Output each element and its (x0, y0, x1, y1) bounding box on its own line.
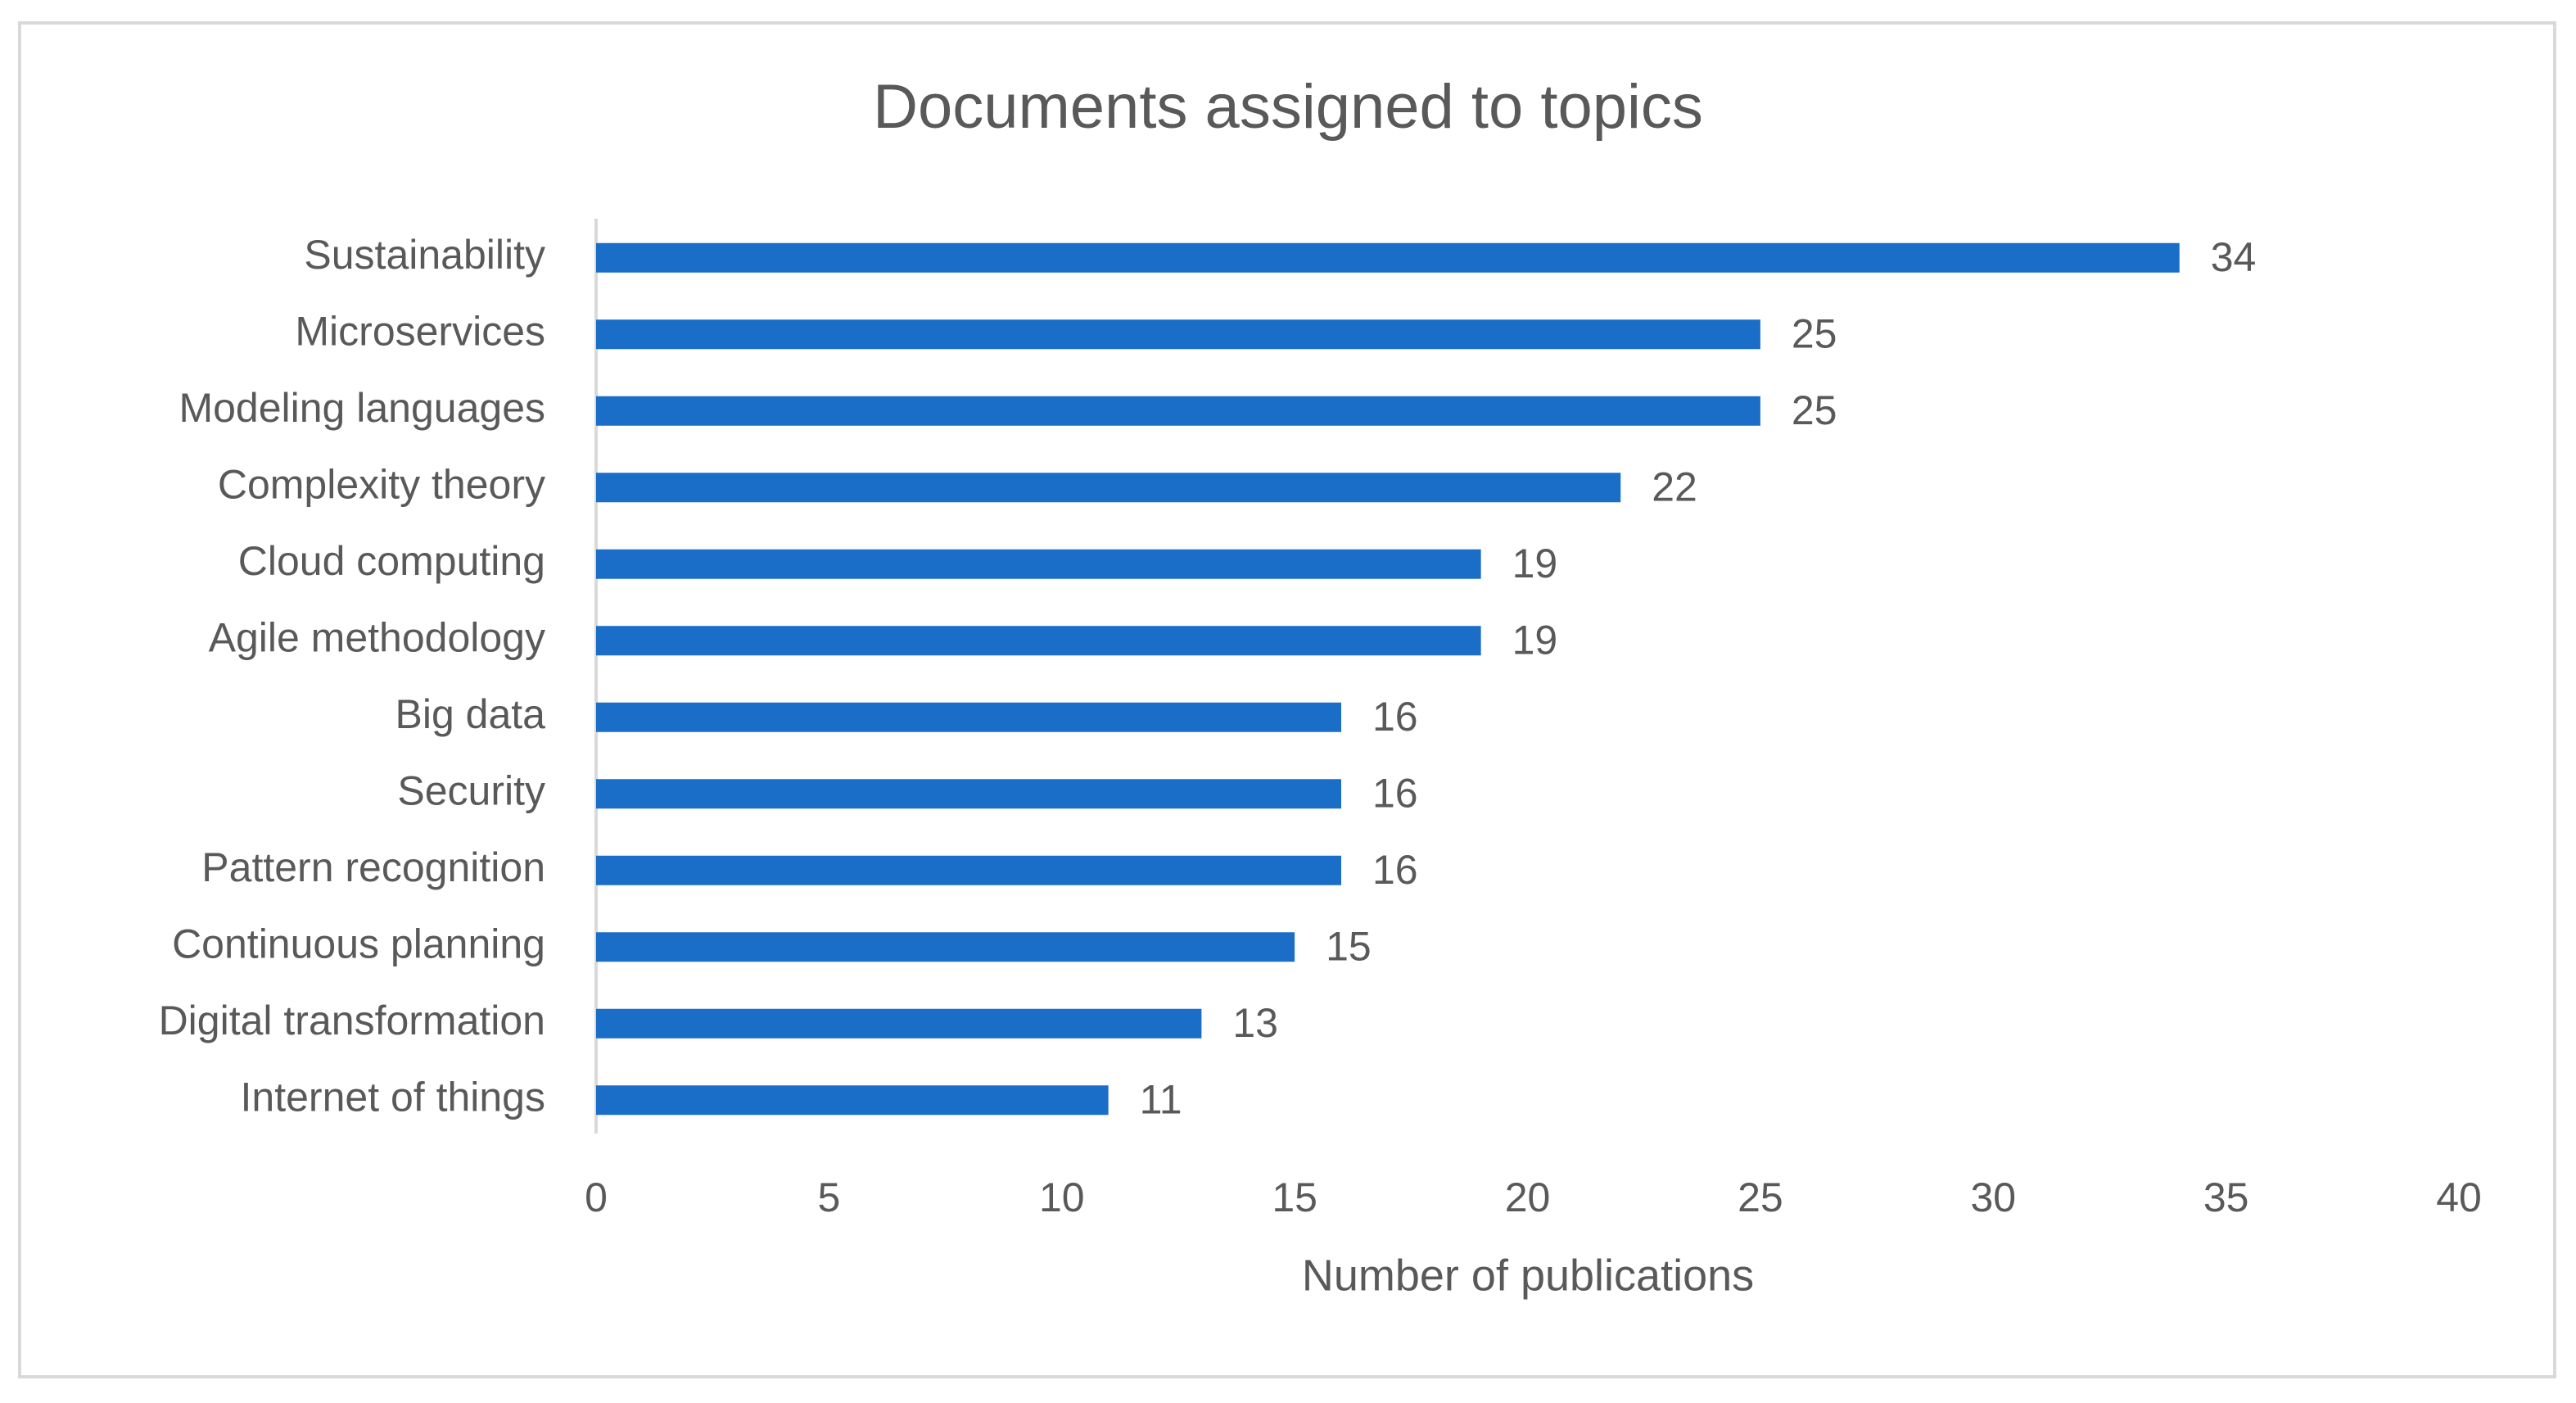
value-label: 11 (1140, 1076, 1182, 1122)
bar (596, 932, 1295, 962)
value-label: 16 (1372, 847, 1418, 893)
y-tick-label: Pattern recognition (201, 844, 545, 890)
value-label: 22 (1652, 464, 1697, 509)
y-tick-label: Microservices (295, 308, 545, 354)
x-tick-label: 5 (817, 1174, 840, 1220)
bar (596, 1085, 1109, 1116)
y-tick-label: Big data (395, 691, 546, 737)
y-tick-label: Agile methodology (209, 614, 545, 660)
bar (596, 396, 1760, 426)
bar (596, 702, 1341, 732)
bar (596, 549, 1481, 579)
y-tick-label: Security (397, 767, 545, 813)
y-tick-label: Complexity theory (218, 461, 545, 507)
y-tick-label: Internet of things (241, 1074, 545, 1120)
y-tick-label: Sustainability (304, 232, 545, 278)
bar (596, 319, 1760, 350)
x-tick-label: 20 (1505, 1174, 1551, 1220)
value-label: 25 (1792, 310, 1837, 356)
value-label: 16 (1372, 694, 1418, 740)
bar (596, 242, 2180, 273)
value-label: 34 (2211, 234, 2257, 280)
x-axis-title: Number of publications (1302, 1251, 1754, 1300)
x-tick-label: 10 (1039, 1174, 1085, 1220)
y-tick-label: Digital transformation (159, 998, 545, 1043)
bar (596, 626, 1481, 656)
y-tick-label: Cloud computing (238, 538, 545, 584)
bar (596, 1008, 1202, 1039)
x-tick-label: 40 (2436, 1174, 2482, 1220)
bar (596, 779, 1341, 809)
value-label: 15 (1326, 923, 1372, 969)
chart-title: Documents assigned to topics (873, 72, 1703, 142)
bar (596, 855, 1341, 885)
bar (596, 473, 1621, 503)
value-label: 19 (1512, 541, 1558, 586)
x-tick-label: 15 (1272, 1174, 1317, 1220)
value-label: 16 (1372, 770, 1418, 816)
x-tick-label: 35 (2203, 1174, 2249, 1220)
x-tick-label: 25 (1738, 1174, 1783, 1220)
value-label: 25 (1792, 387, 1837, 433)
y-tick-label: Continuous planning (172, 921, 545, 966)
y-tick-label: Modeling languages (179, 385, 545, 431)
x-tick-label: 30 (1970, 1174, 2016, 1220)
x-tick-label: 0 (585, 1174, 608, 1220)
value-label: 19 (1512, 617, 1558, 663)
value-label: 13 (1232, 1000, 1278, 1046)
